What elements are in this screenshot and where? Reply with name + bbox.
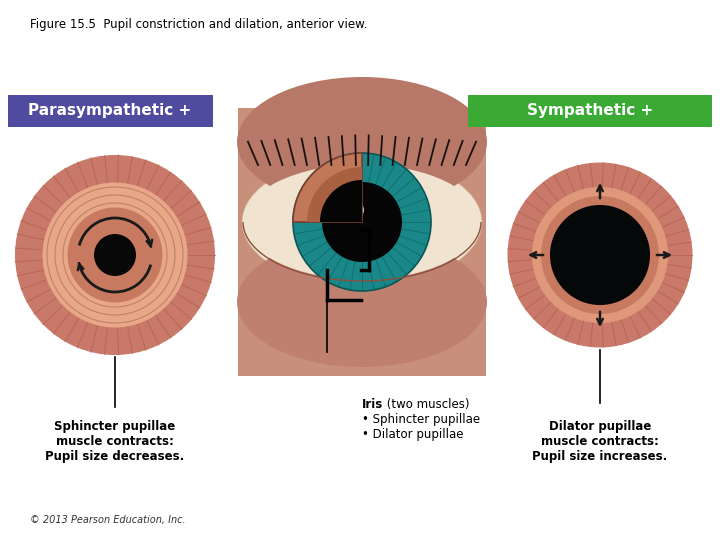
Text: Figure 15.5  Pupil constriction and dilation, anterior view.: Figure 15.5 Pupil constriction and dilat…	[30, 18, 367, 31]
Ellipse shape	[336, 199, 364, 221]
Text: © 2013 Pearson Education, Inc.: © 2013 Pearson Education, Inc.	[30, 515, 186, 525]
Text: (two muscles): (two muscles)	[383, 398, 469, 411]
Wedge shape	[320, 180, 362, 222]
Text: • Sphincter pupillae: • Sphincter pupillae	[362, 413, 480, 426]
Ellipse shape	[322, 182, 402, 262]
Ellipse shape	[532, 187, 668, 323]
Text: Sphincter pupillae: Sphincter pupillae	[55, 420, 176, 433]
Text: Pupil size increases.: Pupil size increases.	[532, 450, 667, 463]
Ellipse shape	[293, 153, 431, 291]
Text: Pupil size decreases.: Pupil size decreases.	[45, 450, 184, 463]
Ellipse shape	[237, 237, 487, 367]
Ellipse shape	[94, 234, 136, 276]
FancyBboxPatch shape	[468, 95, 712, 127]
Ellipse shape	[15, 155, 215, 355]
FancyBboxPatch shape	[238, 108, 486, 376]
Text: Iris: Iris	[362, 398, 383, 411]
Ellipse shape	[244, 165, 480, 280]
Ellipse shape	[237, 77, 487, 207]
Ellipse shape	[550, 205, 650, 305]
Text: Sympathetic +: Sympathetic +	[527, 104, 653, 118]
Text: Dilator pupillae: Dilator pupillae	[549, 420, 651, 433]
Wedge shape	[307, 167, 362, 222]
Ellipse shape	[508, 163, 693, 348]
Ellipse shape	[242, 157, 482, 287]
Text: Parasympathetic +: Parasympathetic +	[28, 104, 192, 118]
Text: muscle contracts:: muscle contracts:	[56, 435, 174, 448]
Text: • Dilator pupillae: • Dilator pupillae	[362, 428, 464, 441]
FancyBboxPatch shape	[8, 95, 213, 127]
Ellipse shape	[42, 183, 187, 327]
Ellipse shape	[541, 196, 659, 314]
Wedge shape	[293, 153, 362, 222]
Ellipse shape	[68, 207, 163, 302]
Text: muscle contracts:: muscle contracts:	[541, 435, 659, 448]
